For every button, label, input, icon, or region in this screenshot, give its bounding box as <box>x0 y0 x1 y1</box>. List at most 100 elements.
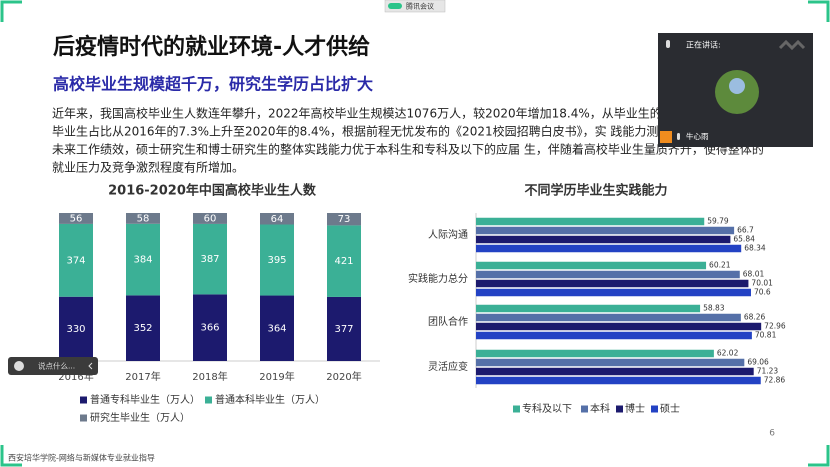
page-number: 6 <box>769 429 775 439</box>
value-label: 58 <box>137 213 150 224</box>
bar-segment <box>193 213 227 224</box>
paragraph-line: 近年来，我国高校毕业生人数连年攀升，2022年高校毕业生规模达1076万人，较2… <box>52 106 674 121</box>
value-label: 364 <box>267 323 286 334</box>
speaker-panel: 正在讲话: 牛心雨 <box>658 33 813 147</box>
value-label: 421 <box>334 256 353 267</box>
bar <box>476 279 749 288</box>
paragraph-line: 就业压力及竞争激烈程度有所增加。 <box>52 160 244 175</box>
paragraph-line: 未来工作绩效，硕士研究生和博士研究生的整体实践能力优于本科生和专科及以下的应届 … <box>52 142 764 157</box>
bar-segment <box>126 213 160 224</box>
value-label: 69.06 <box>747 358 769 367</box>
value-label: 395 <box>267 255 286 266</box>
meeting-tag: 腾讯会议 <box>384 0 446 13</box>
app-label: 腾讯会议 <box>406 2 434 11</box>
bar-segment <box>260 213 294 225</box>
y-tick-label: 灵活应变 <box>428 360 468 373</box>
bar <box>476 270 740 279</box>
y-tick-label: 团队合作 <box>428 315 468 328</box>
speaking-label: 正在讲话: <box>686 40 721 50</box>
legend-swatch <box>205 396 212 404</box>
bar <box>476 313 741 322</box>
user-icon <box>660 131 672 143</box>
chat-input[interactable]: 说点什么... <box>38 361 75 371</box>
legend-label: 本科 <box>590 402 610 415</box>
mic-icon <box>666 40 670 48</box>
legend-label: 博士 <box>625 402 645 415</box>
value-label: 60.21 <box>709 261 731 270</box>
bar-segment <box>59 223 93 297</box>
bar-segment <box>126 295 160 361</box>
value-label: 72.96 <box>764 322 786 331</box>
value-label: 374 <box>66 255 85 266</box>
legend-swatch <box>651 405 658 413</box>
x-tick-label: 2017年 <box>125 370 160 383</box>
mic-icon <box>677 133 680 140</box>
bar <box>476 226 735 235</box>
tag-box <box>384 0 446 13</box>
bar <box>476 235 731 244</box>
logo <box>778 39 806 51</box>
value-label: 70.01 <box>751 279 773 288</box>
bar-segment <box>59 213 93 224</box>
avatar-detail <box>729 78 745 94</box>
tag-icon <box>388 3 402 9</box>
value-label: 377 <box>334 324 353 335</box>
bar <box>476 322 762 331</box>
value-label: 66.7 <box>737 226 754 235</box>
value-label: 65.84 <box>733 235 755 244</box>
legend-label: 专科及以下 <box>522 402 572 415</box>
x-tick-label: 2020年 <box>326 370 361 383</box>
chart-title: 不同学历毕业生实践能力 <box>524 183 667 199</box>
value-label: 62.02 <box>717 349 739 358</box>
legend-label: 研究生毕业生（万人） <box>90 411 190 424</box>
x-tick-label: 2018年 <box>192 370 227 383</box>
paragraph-line: 毕业生占比从2016年的7.3%上升至2020年的8.4%，根据前程无忧发布的《… <box>52 124 670 139</box>
bar <box>476 367 754 376</box>
legend-label: 硕士 <box>660 402 680 415</box>
value-label: 384 <box>133 255 152 266</box>
bar <box>476 331 752 340</box>
value-label: 64 <box>271 214 284 225</box>
value-label: 60 <box>204 213 217 224</box>
y-tick-label: 实践能力总分 <box>408 272 468 285</box>
bar <box>476 261 707 270</box>
slide-title: 后疫情时代的就业环境-人才供给 <box>53 34 370 60</box>
speaker-name: 牛心雨 <box>686 131 709 141</box>
bar <box>476 376 761 385</box>
bar-segment <box>260 295 294 361</box>
bar-segment <box>327 225 361 297</box>
legend-swatch <box>513 405 520 413</box>
bar <box>476 349 714 358</box>
value-label: 68.26 <box>744 313 766 322</box>
bar <box>476 217 705 226</box>
footer: 西安培华学院-网络与新媒体专业就业指导 <box>8 453 155 463</box>
bar-segment <box>260 224 294 296</box>
bar-segment <box>327 213 361 226</box>
charts: 330374562016年352384582017年366387602018年3… <box>40 213 786 424</box>
legend-swatch <box>80 396 87 404</box>
legend-swatch <box>581 405 588 413</box>
legend-label: 普通本科毕业生（万人） <box>215 393 325 406</box>
value-label: 70.6 <box>754 288 771 297</box>
value-label: 56 <box>70 213 83 224</box>
value-label: 68.01 <box>743 270 765 279</box>
slide-subtitle: 高校毕业生规模超千万，研究生学历占比扩大 <box>53 75 373 94</box>
value-label: 366 <box>200 323 219 334</box>
bar <box>476 244 742 253</box>
value-label: 330 <box>66 324 85 335</box>
bar-segment <box>126 223 160 296</box>
collapse-button[interactable] <box>88 362 93 370</box>
chat-bar[interactable]: 说点什么... <box>8 357 98 375</box>
value-label: 70.81 <box>755 331 777 340</box>
chart-title: 2016-2020年中国高校毕业生人数 <box>108 183 317 199</box>
legend-swatch <box>80 414 87 422</box>
bar <box>476 358 745 367</box>
bar <box>476 288 751 297</box>
emoji-button[interactable] <box>14 361 24 371</box>
legend-label: 普通专科毕业生（万人） <box>90 393 200 406</box>
value-label: 71.23 <box>757 367 779 376</box>
x-tick-label: 2019年 <box>259 370 294 383</box>
